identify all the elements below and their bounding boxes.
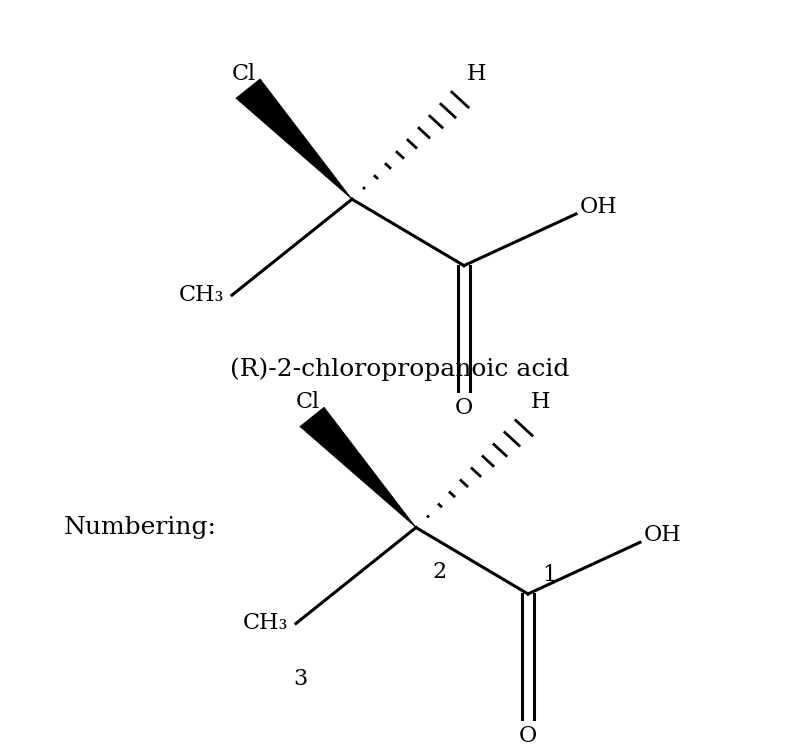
Text: Cl: Cl (296, 392, 320, 413)
Text: (R)-2-chloropropanoic acid: (R)-2-chloropropanoic acid (230, 357, 570, 381)
Text: H: H (466, 63, 486, 85)
Text: Numbering:: Numbering: (64, 516, 217, 539)
Text: OH: OH (580, 196, 618, 217)
Text: 3: 3 (293, 668, 307, 690)
Polygon shape (300, 407, 416, 527)
Polygon shape (236, 79, 352, 200)
Text: 1: 1 (542, 565, 557, 586)
Text: O: O (455, 397, 473, 419)
Text: Cl: Cl (232, 63, 256, 85)
Text: OH: OH (644, 524, 682, 546)
Text: 2: 2 (432, 561, 446, 583)
Text: CH₃: CH₃ (242, 613, 288, 634)
Text: CH₃: CH₃ (178, 284, 224, 306)
Text: O: O (519, 725, 537, 747)
Text: H: H (530, 392, 550, 413)
